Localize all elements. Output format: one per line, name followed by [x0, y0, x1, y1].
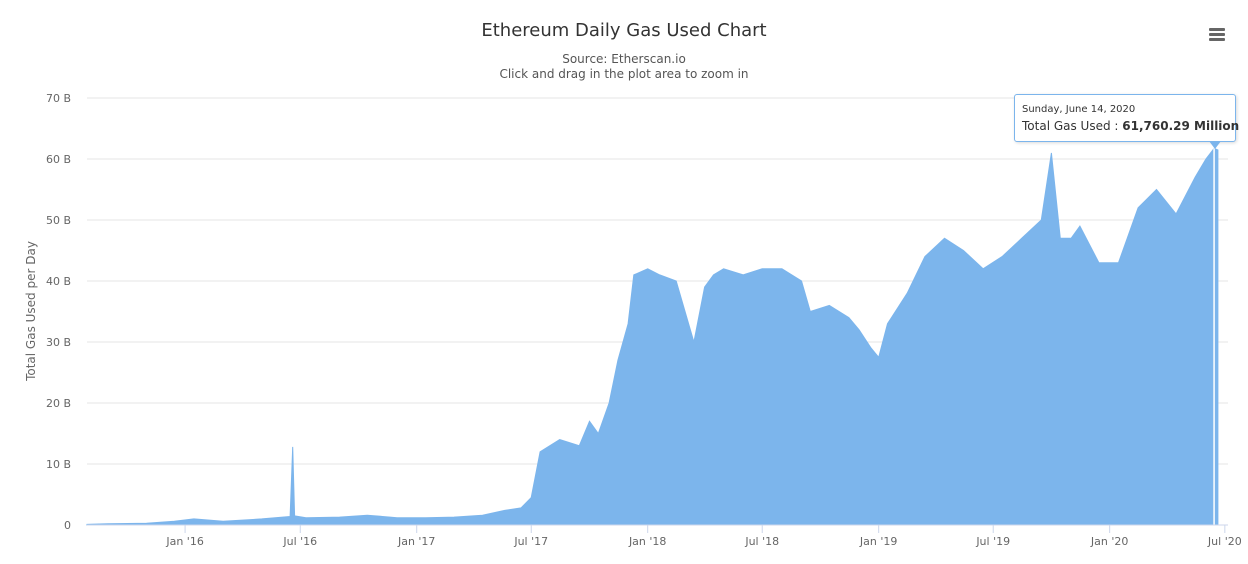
y-tick-label: 60 B: [46, 153, 71, 166]
x-tick-label: Jan '17: [397, 535, 435, 548]
hamburger-menu-icon[interactable]: [1203, 22, 1231, 46]
tooltip-date: Sunday, June 14, 2020: [1022, 104, 1136, 115]
y-tick-label: 50 B: [46, 214, 71, 227]
x-tick-label: Jul '18: [744, 535, 779, 548]
x-axis-labels: Jan '16 Jul '16 Jan '17 Jul '17 Jan '18 Jul '…: [165, 535, 1241, 548]
x-tick-label: Jul '19: [975, 535, 1010, 548]
tooltip-pointer: [1209, 141, 1221, 149]
series-layer: [86, 147, 1219, 526]
series-area-total-gas-used[interactable]: [86, 147, 1219, 526]
y-tick-label: 0: [64, 519, 71, 532]
y-tick-label: 10 B: [46, 458, 71, 471]
x-tick-label: Jul '17: [513, 535, 548, 548]
y-axis-title: Total Gas Used per Day: [24, 241, 38, 382]
x-tick-label: Jan '16: [165, 535, 203, 548]
x-tick-label: Jul '16: [282, 535, 317, 548]
x-tick-label: Jan '19: [859, 535, 897, 548]
tooltip: Sunday, June 14, 2020 Total Gas Used : 6…: [1014, 94, 1240, 142]
tooltip-separator: :: [1114, 119, 1123, 133]
tooltip-series-label: Total Gas Used: [1022, 119, 1111, 133]
chart-subtitle-source: Source: Etherscan.io: [562, 52, 686, 66]
y-tick-label: 20 B: [46, 397, 71, 410]
y-axis-labels: 0 10 B 20 B 30 B 40 B 50 B 60 B 70 B: [46, 92, 71, 532]
chart-subtitle-zoom-hint: Click and drag in the plot area to zoom …: [499, 67, 749, 81]
x-tick-label: Jan '20: [1090, 535, 1128, 548]
y-tick-label: 70 B: [46, 92, 71, 105]
y-tick-label: 30 B: [46, 336, 71, 349]
tooltip-value: 61,760.29 Million: [1122, 119, 1240, 133]
x-axis-ticks: [184, 525, 1226, 533]
chart-title: Ethereum Daily Gas Used Chart: [481, 20, 767, 41]
y-tick-label: 40 B: [46, 275, 71, 288]
x-tick-label: Jan '18: [628, 535, 666, 548]
x-tick-label: Jul '20: [1207, 535, 1242, 548]
